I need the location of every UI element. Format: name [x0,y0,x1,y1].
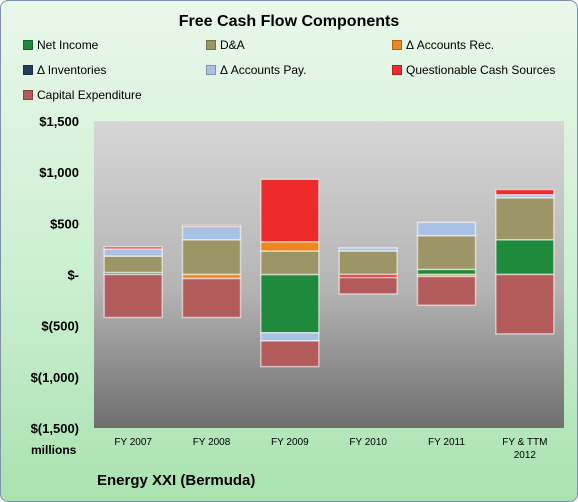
legend-swatch [23,90,33,100]
bar-accounts-pay [260,332,320,342]
y-tick-label: $(1,500) [31,421,79,436]
bar-questionable-cash-sources [260,178,320,243]
legend-label: Δ Accounts Rec. [406,38,495,52]
legend-label: Net Income [37,38,99,52]
bar-d-a [338,250,398,276]
legend-item-d-a: D&A [206,38,245,52]
bar-accounts-pay [416,221,477,237]
bar-d-a [181,238,242,276]
bar-net-income [495,238,555,276]
bar-accounts-pay [103,248,163,257]
legend-item-accounts-rec: Δ Accounts Rec. [392,38,494,52]
company-name: Energy XXI (Bermuda) [97,472,256,489]
legend-swatch [392,65,402,75]
y-tick-label: $- [67,268,79,283]
legend-item-inventories: Δ Inventories [23,63,106,77]
bar-net-income [260,273,320,334]
legend-swatch [23,65,33,75]
legend-swatch [206,40,216,50]
legend-label: Δ Accounts Pay. [220,63,307,77]
legend-item-capital-expenditure: Capital Expenditure [23,88,142,102]
y-tick-label: $(500) [41,319,79,334]
bar-d-a [260,250,320,276]
x-tick-label: FY 2007 [114,437,152,448]
legend-label: Questionable Cash Sources [406,63,556,77]
plot-area [94,121,564,428]
bar-questionable-cash-sources [495,188,555,196]
legend-swatch [23,40,33,50]
legend-label: Capital Expenditure [37,88,142,102]
x-tick-label: FY 2011 [428,437,465,448]
bar-capital-expenditure [416,275,477,306]
bar-d-a [103,255,163,274]
bar-d-a [416,234,477,271]
bar-d-a [495,197,555,241]
legend-item-net-income: Net Income [23,38,98,52]
legend-label: Δ Inventories [37,63,107,77]
chart-title: Free Cash Flow Components [178,13,400,30]
bar-accounts-pay [338,247,398,252]
x-tick-label: FY 2010 [349,437,387,448]
bar-net-income [416,268,477,276]
bar-capital-expenditure [260,340,320,368]
x-tick-label: FY & TTM 2012 [502,437,547,461]
bar-capital-expenditure [338,276,398,295]
legend-swatch [206,65,216,75]
bar-accounts-rec [260,241,320,252]
bar-questionable-cash-sources [181,224,242,228]
y-tick-label: $500 [50,216,79,231]
bar-accounts-pay [181,225,242,241]
bar-capital-expenditure [181,277,242,319]
legend-label: D&A [220,38,245,52]
bar-capital-expenditure [495,273,555,335]
y-tick-label: $(1,000) [31,370,79,385]
y-tick-label: $1,000 [39,165,79,180]
x-tick-label: FY 2009 [271,437,309,448]
legend-item-questionable-cash-sources: Questionable Cash Sources [392,63,555,77]
legend-item-accounts-pay: Δ Accounts Pay. [206,63,307,77]
unit-label: millions [31,443,77,457]
x-tick-label: FY 2008 [193,437,231,448]
bar-capital-expenditure [103,273,163,319]
legend-swatch [392,40,402,50]
bar-questionable-cash-sources [103,246,163,250]
y-tick-label: $1,500 [39,114,79,129]
